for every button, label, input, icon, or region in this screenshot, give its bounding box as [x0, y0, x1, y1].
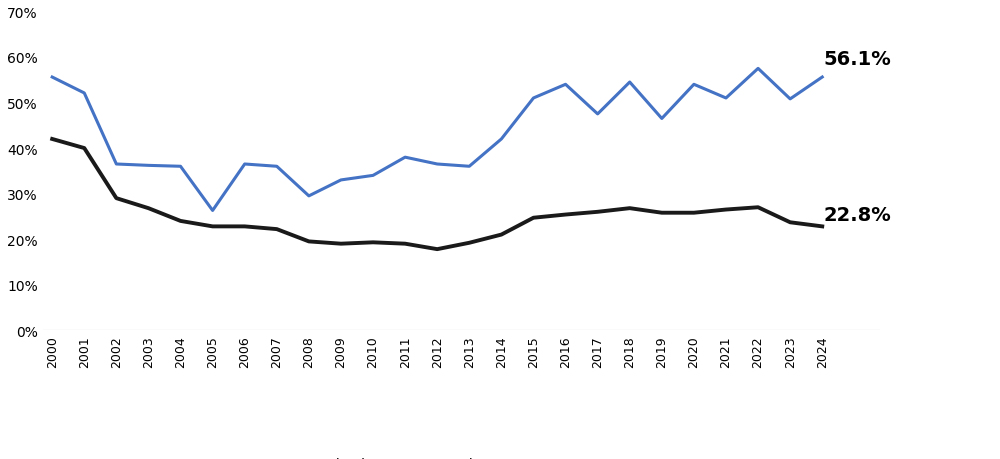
Legend: Deal Value, Deal Count: Deal Value, Deal Count — [265, 451, 524, 459]
Text: 22.8%: 22.8% — [824, 206, 892, 225]
Text: 56.1%: 56.1% — [824, 50, 892, 69]
